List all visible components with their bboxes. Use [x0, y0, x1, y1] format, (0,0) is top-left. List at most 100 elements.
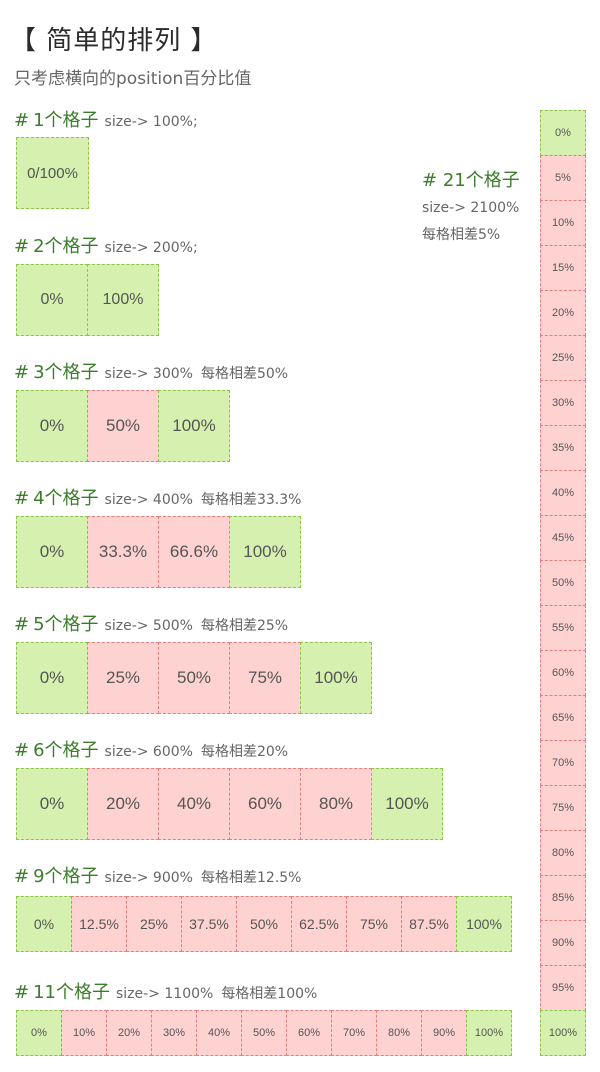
row-heading: #11个格子 size-> 1100% 每格相差100%: [14, 978, 317, 1004]
side-cell: 55%: [540, 605, 586, 651]
grid-cell: 20%: [106, 1010, 152, 1056]
side-cell: 35%: [540, 425, 586, 471]
side-cell: 45%: [540, 515, 586, 561]
side-cell: 65%: [540, 695, 586, 741]
row-heading: #6个格子 size-> 600% 每格相差20%: [14, 736, 288, 762]
side-cell: 10%: [540, 200, 586, 246]
page-subtitle: 只考虑横向的position百分比值: [14, 69, 252, 89]
side-cell: 85%: [540, 875, 586, 921]
row-size-text: size-> 400%: [104, 492, 193, 508]
grid-cell: 0/100%: [16, 137, 89, 209]
grid-cell: 87.5%: [401, 896, 457, 952]
side-heading-label: 21个格子: [442, 170, 520, 191]
row-size-text: size-> 1100%: [116, 986, 214, 1002]
grid-cell: 80%: [300, 768, 372, 840]
grid-cell: 0%: [16, 264, 88, 336]
row-diff-text: 每格相差33.3%: [200, 492, 302, 508]
row-heading-label: 1个格子: [33, 110, 99, 131]
grid-cell: 0%: [16, 896, 72, 952]
row-heading-hash: #: [14, 110, 30, 131]
row-heading-label: 3个格子: [33, 362, 99, 383]
row-heading: #3个格子 size-> 300% 每格相差50%: [14, 358, 288, 384]
grid-cell: 100%: [456, 896, 512, 952]
row-heading: #2个格子 size-> 200%;: [14, 232, 206, 258]
row-heading-label: 4个格子: [33, 488, 99, 509]
row-heading-label: 9个格子: [33, 866, 99, 887]
side-cell: 100%: [540, 1010, 586, 1056]
grid-cell: 60%: [229, 768, 301, 840]
side-size-text: size-> 2100%: [422, 200, 520, 216]
grid-cell: 100%: [87, 264, 159, 336]
grid-cell: 0%: [16, 390, 88, 462]
grid-cell: 100%: [466, 1010, 512, 1056]
row-heading-hash: #: [14, 740, 30, 761]
side-cell: 50%: [540, 560, 586, 606]
row-heading-hash: #: [14, 488, 30, 509]
row-size-text: size-> 300%: [104, 366, 193, 382]
grid-cell: 0%: [16, 1010, 62, 1056]
side-cell: 25%: [540, 335, 586, 381]
side-cell: 95%: [540, 965, 586, 1011]
row-heading: #5个格子 size-> 500% 每格相差25%: [14, 610, 288, 636]
side-cell: 90%: [540, 920, 586, 966]
row-size-text: size-> 200%;: [104, 240, 198, 256]
row-diff-text: 每格相差20%: [200, 744, 289, 760]
grid-cell: 33.3%: [87, 516, 159, 588]
grid-cell: 50%: [241, 1010, 287, 1056]
grid-cell: 50%: [87, 390, 159, 462]
grid-cell: 75%: [346, 896, 402, 952]
grid-cell: 50%: [158, 642, 230, 714]
grid-cell: 80%: [376, 1010, 422, 1056]
row-diff-text: 每格相差25%: [200, 618, 289, 634]
grid-cell: 50%: [236, 896, 292, 952]
row-size-text: size-> 600%: [104, 744, 193, 760]
side-cell: 40%: [540, 470, 586, 516]
row-heading-hash: #: [14, 362, 30, 383]
row-size-text: size-> 500%: [104, 618, 193, 634]
side-cell: 5%: [540, 155, 586, 201]
row-heading-hash: #: [14, 866, 30, 887]
row-diff-text: 每格相差12.5%: [200, 870, 302, 886]
side-cell: 80%: [540, 830, 586, 876]
side-cell: 0%: [540, 110, 586, 156]
row-size-text: size-> 900%: [104, 870, 193, 886]
grid-cell: 100%: [229, 516, 301, 588]
row-heading: #9个格子 size-> 900% 每格相差12.5%: [14, 862, 301, 888]
row-heading-label: 5个格子: [33, 614, 99, 635]
row-heading-hash: #: [14, 236, 30, 257]
row-heading-hash: #: [14, 614, 30, 635]
side-hash: #: [422, 170, 438, 191]
grid-cell: 12.5%: [71, 896, 127, 952]
grid-cell: 20%: [87, 768, 159, 840]
row-heading-hash: #: [14, 982, 30, 1003]
side-cell: 60%: [540, 650, 586, 696]
grid-cell: 40%: [196, 1010, 242, 1056]
row-diff-text: 每格相差50%: [200, 366, 289, 382]
side-cell: 15%: [540, 245, 586, 291]
side-cell: 20%: [540, 290, 586, 336]
row-heading-label: 2个格子: [33, 236, 99, 257]
grid-cell: 30%: [151, 1010, 197, 1056]
row-heading: #1个格子 size-> 100%;: [14, 106, 206, 132]
row-diff-text: 每格相差100%: [221, 986, 318, 1002]
row-heading-label: 6个格子: [33, 740, 99, 761]
page-title: 【 简单的排列 】: [10, 26, 218, 56]
grid-cell: 40%: [158, 768, 230, 840]
side-diff-text: 每格相差5%: [422, 227, 501, 243]
side-cell: 70%: [540, 740, 586, 786]
grid-cell: 0%: [16, 768, 88, 840]
grid-cell: 0%: [16, 516, 88, 588]
grid-cell: 100%: [371, 768, 443, 840]
grid-cell: 90%: [421, 1010, 467, 1056]
side-heading: # 21个格子 size-> 2100% 每格相差5%: [422, 166, 520, 244]
grid-cell: 10%: [61, 1010, 107, 1056]
grid-cell: 70%: [331, 1010, 377, 1056]
grid-cell: 0%: [16, 642, 88, 714]
grid-cell: 66.6%: [158, 516, 230, 588]
grid-cell: 60%: [286, 1010, 332, 1056]
grid-cell: 25%: [87, 642, 159, 714]
grid-cell: 100%: [300, 642, 372, 714]
side-cell: 75%: [540, 785, 586, 831]
grid-cell: 37.5%: [181, 896, 237, 952]
grid-cell: 62.5%: [291, 896, 347, 952]
